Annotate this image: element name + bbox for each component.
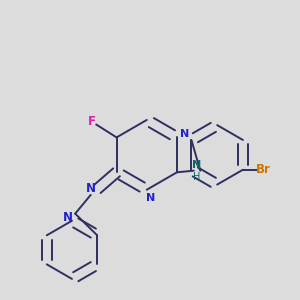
Text: H: H [193,172,200,182]
Text: N: N [86,182,96,195]
Text: N: N [180,129,190,139]
Text: N: N [63,211,73,224]
Text: F: F [88,116,96,128]
Text: Br: Br [256,163,270,176]
Text: N: N [192,160,202,170]
Text: N: N [146,193,155,203]
